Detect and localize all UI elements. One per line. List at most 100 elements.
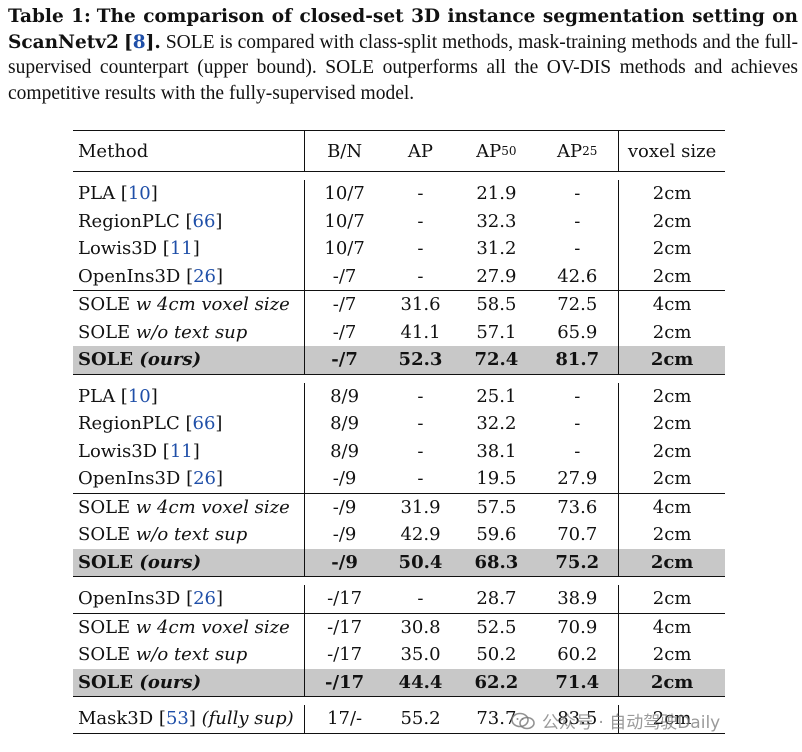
method-name: SOLE — [78, 671, 134, 693]
table-row: SOLE (ours) -/7 52.3 72.4 81.7 2cm — [73, 346, 725, 375]
voxel-cell: 2cm — [652, 708, 692, 730]
ap25-cell: 81.7 — [536, 346, 620, 374]
table-row: Lowis3D [11] 10/7-31.2-2cm — [73, 235, 725, 263]
voxel-cell: 2cm — [650, 551, 694, 573]
header-bn: B/N — [327, 140, 363, 162]
bn-cell: -/9 — [332, 496, 357, 518]
header-ap: AP — [407, 140, 434, 162]
citation-link[interactable]: 10 — [127, 183, 151, 205]
ap-cell: - — [417, 238, 424, 260]
method-variant: (ours) — [139, 671, 202, 693]
table-row: PLA [10] 8/9-25.1-2cm — [73, 382, 725, 410]
ap50-cell: 68.3 — [474, 551, 519, 573]
table-row: OpenIns3D [26] -/17 - 28.7 38.9 2cm — [73, 585, 725, 613]
method-variant: w/o text sup — [135, 524, 248, 546]
table-row: SOLE w 4cm voxel size -/17 30.8 52.5 70.9 4cm — [73, 612, 725, 641]
ap25-cell: 65.9 — [536, 318, 620, 346]
ap25-cell: 83.5 — [536, 705, 620, 733]
method-cell: Lowis3D [11] — [73, 437, 305, 465]
citation-link[interactable]: 26 — [193, 468, 217, 490]
ap25-cell: - — [536, 207, 620, 235]
voxel-cell: 2cm — [652, 524, 692, 546]
table-body: PLA [10] 10/7-21.9-2cm RegionPLC [66] 10/7-… — [73, 172, 725, 734]
table-row: SOLE w/o text sup -/9 42.9 59.6 70.7 2cm — [73, 521, 725, 549]
citation-link[interactable]: 26 — [193, 588, 217, 610]
ap25-cell: - — [536, 180, 620, 208]
citation-link[interactable]: 11 — [169, 238, 193, 260]
voxel-cell: 2cm — [652, 413, 692, 435]
citation-link[interactable]: 66 — [192, 210, 216, 232]
method-cell: RegionPLC [66] — [73, 207, 305, 235]
ap25-cell: 75.2 — [536, 548, 620, 576]
method-cell: SOLE w/o text sup — [73, 521, 305, 549]
citation-link[interactable]: 53 — [165, 708, 189, 730]
method-name: SOLE — [78, 644, 131, 666]
voxel-cell: 2cm — [652, 183, 692, 205]
citation-link[interactable]: 11 — [169, 440, 193, 462]
method-cell: Mask3D [53] (fully sup) — [73, 705, 305, 733]
ap-cell: 31.9 — [400, 496, 441, 518]
ap25-cell: 73.6 — [536, 493, 620, 521]
voxel-cell: 4cm — [652, 616, 692, 638]
caption-body: SOLE is compared with class-split method… — [8, 31, 799, 104]
voxel-cell: 2cm — [652, 265, 692, 287]
ap50-cell: 28.7 — [476, 588, 517, 610]
method-cell: OpenIns3D [26] — [73, 585, 305, 613]
ap50-cell: 52.5 — [476, 616, 517, 638]
ap50-cell: 58.5 — [476, 294, 517, 316]
ap25-cell: 38.9 — [536, 585, 620, 613]
bn-cell: 8/9 — [330, 440, 360, 462]
method-cell: OpenIns3D [26] — [73, 465, 305, 493]
method-variant: w/o text sup — [135, 321, 248, 343]
method-name: OpenIns3D — [78, 468, 181, 490]
ap50-cell: 73.7 — [476, 708, 517, 730]
citation-link[interactable]: 10 — [127, 385, 151, 407]
method-cell: SOLE w/o text sup — [73, 641, 305, 669]
ap-cell: - — [417, 468, 424, 490]
ap50-cell: 57.5 — [476, 496, 517, 518]
citation-link[interactable]: 26 — [193, 265, 217, 287]
voxel-cell: 2cm — [650, 349, 694, 371]
bn-cell: -/17 — [325, 671, 365, 693]
table-row: SOLE w 4cm voxel size -/7 31.6 58.5 72.5 4cm — [73, 290, 725, 319]
table-row: Mask3D [53] (fully sup) 17/- 55.2 73.7 83.5 2… — [73, 705, 725, 734]
voxel-cell: 4cm — [652, 294, 692, 316]
table-row: Lowis3D [11] 8/9-38.1-2cm — [73, 437, 725, 465]
bn-cell: 10/7 — [324, 210, 365, 232]
voxel-cell: 2cm — [652, 385, 692, 407]
ap-cell: 41.1 — [400, 321, 441, 343]
bn-cell: -/7 — [332, 265, 357, 287]
method-cell: OpenIns3D [26] — [73, 262, 305, 290]
table-row: RegionPLC [66] 10/7-32.3-2cm — [73, 207, 725, 235]
ap-cell: - — [417, 183, 424, 205]
voxel-cell: 2cm — [650, 671, 694, 693]
ap-cell: 42.9 — [400, 524, 441, 546]
voxel-cell: 2cm — [652, 238, 692, 260]
ap50-cell: 19.5 — [476, 468, 517, 490]
bn-cell: 10/7 — [324, 183, 365, 205]
method-name: PLA — [78, 183, 116, 205]
ap-cell: - — [417, 210, 424, 232]
voxel-cell: 2cm — [652, 210, 692, 232]
method-name: Lowis3D — [78, 238, 158, 260]
method-variant: w 4cm voxel size — [135, 496, 290, 518]
ap50-cell: 38.1 — [476, 440, 517, 462]
method-cell: SOLE w 4cm voxel size — [73, 613, 305, 641]
table-row: SOLE w/o text sup -/17 35.0 50.2 60.2 2cm — [73, 641, 725, 669]
ap50-cell: 21.9 — [476, 183, 517, 205]
method-variant: w 4cm voxel size — [135, 294, 290, 316]
method-name: Lowis3D — [78, 440, 158, 462]
voxel-cell: 4cm — [652, 496, 692, 518]
caption-citation-link[interactable]: 8 — [132, 31, 146, 53]
ap25-cell: 70.9 — [536, 613, 620, 641]
method-name: OpenIns3D — [78, 588, 181, 610]
watermark: 公众号 · 自动驾驶Daily — [510, 708, 720, 733]
watermark-text: 公众号 · 自动驾驶Daily — [542, 713, 721, 733]
method-name: SOLE — [78, 496, 131, 518]
caption-label: Table 1: — [8, 6, 91, 27]
table-caption: Table 1: The comparison of closed-set 3D… — [8, 6, 799, 104]
wechat-icon — [511, 712, 535, 729]
citation-link[interactable]: 66 — [192, 413, 216, 435]
ap-cell: - — [417, 385, 424, 407]
results-table: Method B/N AP AP 50 AP 25 voxel size PLA [… — [73, 130, 725, 734]
